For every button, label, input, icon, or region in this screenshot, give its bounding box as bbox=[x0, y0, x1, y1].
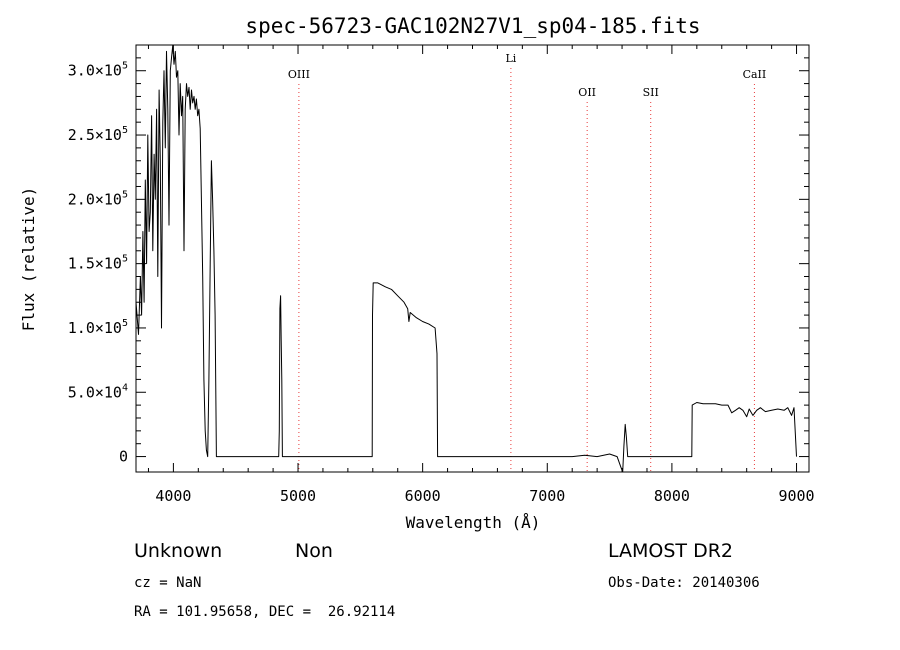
y-tick-label: 1.5×105 bbox=[68, 254, 128, 273]
y-tick-exponent: 5 bbox=[122, 189, 128, 200]
plot-frame bbox=[135, 44, 810, 473]
spectrum-line bbox=[135, 44, 797, 473]
y-tick-label: 5.0×104 bbox=[68, 382, 128, 401]
observation-date: Obs-Date: 20140306 bbox=[608, 575, 760, 591]
redshift-cz: cz = NaN bbox=[134, 575, 202, 591]
y-tick-exponent: 4 bbox=[122, 382, 128, 393]
survey-name: LAMOST DR2 bbox=[608, 540, 733, 562]
y-tick-label: 3.0×105 bbox=[68, 61, 128, 80]
y-tick-mantissa: 5.0×10 bbox=[68, 383, 122, 401]
reference-line-label: CaII bbox=[743, 68, 767, 81]
y-tick-label: 1.0×105 bbox=[68, 318, 128, 337]
y-axis-label: Flux (relative) bbox=[19, 187, 38, 332]
y-tick-mantissa: 1.5×10 bbox=[68, 255, 122, 273]
spectral-subclass: Non bbox=[295, 540, 333, 562]
y-tick-label: 0 bbox=[119, 448, 128, 466]
y-tick-mantissa: 3.0×10 bbox=[68, 62, 122, 80]
x-tick-label: 5000 bbox=[280, 487, 316, 505]
x-tick-label: 8000 bbox=[654, 487, 690, 505]
reference-line-label: OII bbox=[578, 86, 596, 99]
y-tick-exponent: 5 bbox=[122, 125, 128, 136]
spectral-class: Unknown bbox=[134, 540, 223, 562]
sky-coordinates: RA = 101.95658, DEC = 26.92114 bbox=[134, 604, 396, 620]
y-tick-exponent: 5 bbox=[122, 318, 128, 329]
x-tick-label: 6000 bbox=[405, 487, 441, 505]
x-tick-label: 7000 bbox=[529, 487, 565, 505]
spectrum-series bbox=[135, 44, 797, 473]
y-tick-mantissa: 2.5×10 bbox=[68, 126, 122, 144]
y-tick-label: 2.0×105 bbox=[68, 189, 128, 208]
y-tick-mantissa: 1.0×10 bbox=[68, 319, 122, 337]
reference-line-label: Li bbox=[505, 52, 516, 65]
y-tick-label: 2.5×105 bbox=[68, 125, 128, 144]
reference-line-label: SII bbox=[643, 86, 659, 99]
x-tick-label: 9000 bbox=[778, 487, 814, 505]
axis-ticks: 4000 5000 6000 7000 8000 900005.0×1041.0×1051… bbox=[68, 45, 815, 505]
y-tick-mantissa: 2.0×10 bbox=[68, 190, 122, 208]
x-axis-label: Wavelength (Å) bbox=[406, 513, 541, 532]
x-tick-label: 4000 bbox=[155, 487, 191, 505]
chart-title: spec-56723-GAC102N27V1_sp04-185.fits bbox=[245, 14, 700, 38]
y-tick-exponent: 5 bbox=[122, 61, 128, 72]
y-tick-mantissa: 0 bbox=[119, 448, 128, 466]
reference-line-label: OIII bbox=[288, 68, 310, 81]
reference-lines: OIII Li OII SII CaII bbox=[288, 52, 766, 472]
y-tick-exponent: 5 bbox=[122, 254, 128, 265]
